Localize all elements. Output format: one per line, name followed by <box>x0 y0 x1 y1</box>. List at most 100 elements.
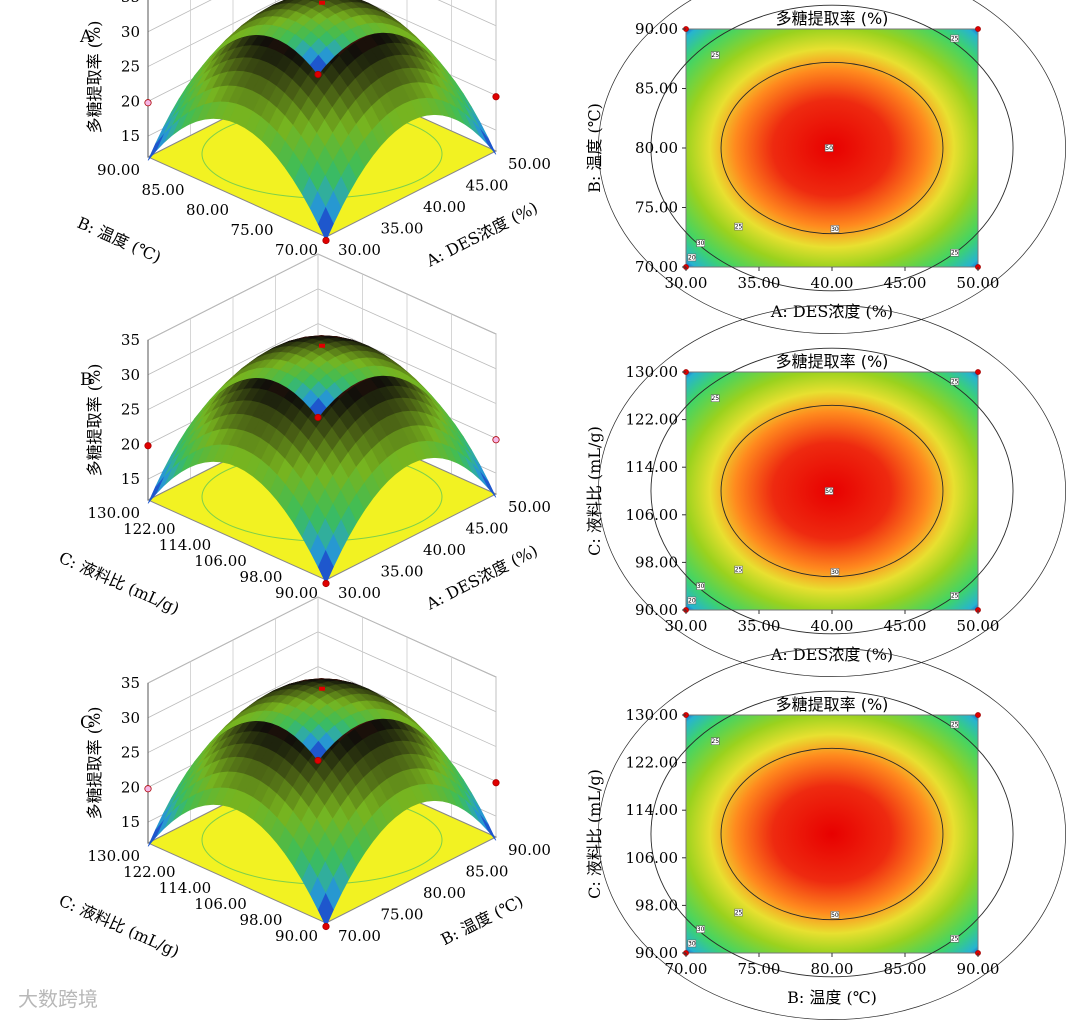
y-tick-label: 98.00 <box>635 553 678 571</box>
design-point <box>492 93 500 101</box>
contour-line-25 <box>650 690 1014 978</box>
contour-label-box <box>950 34 959 43</box>
z-tick-label: 20 <box>121 92 140 110</box>
contour-label: 30 <box>697 240 705 247</box>
panel-label: C <box>80 713 93 733</box>
x-tick-label: 75.00 <box>738 960 781 978</box>
z-tick-label: 30 <box>121 23 140 41</box>
x-tick-label: 30.00 <box>665 617 708 635</box>
z-tick-label: 15 <box>121 813 140 831</box>
x-tick-label: 35.00 <box>738 274 781 292</box>
z-axis-title: 多糖提取率 (%) <box>85 707 104 820</box>
x-tick-label: 50.00 <box>508 498 551 516</box>
contour-label-box <box>710 51 720 59</box>
x-tick-label: 85.00 <box>884 960 927 978</box>
y-tick-label: 114.00 <box>159 879 212 897</box>
y-tick-label: 106.00 <box>194 895 247 913</box>
y-axis-title: C: 液料比 (mL/g) <box>585 769 604 899</box>
design-point <box>492 436 500 444</box>
x-tick-label: 30.00 <box>665 274 708 292</box>
y-tick-label: 130.00 <box>88 847 141 865</box>
contour-label-box <box>696 925 705 933</box>
y-tick-label: 85.00 <box>142 181 185 199</box>
contour-label: 25 <box>951 250 959 257</box>
z-axis-title: 多糖提取率 (%) <box>85 21 104 134</box>
y-tick-label: 98.00 <box>239 568 282 586</box>
y-tick-label: 90.00 <box>635 601 678 619</box>
contour-title: 多糖提取率 (%) <box>776 695 889 714</box>
contour-label-box <box>734 908 743 917</box>
contour-label: 50 <box>825 488 833 495</box>
design-point <box>314 413 322 422</box>
x-tick-label: 40.00 <box>423 541 466 559</box>
y-tick-label: 122.00 <box>626 411 679 429</box>
y-tick-label: 90.00 <box>275 584 318 602</box>
contour-label: 30 <box>831 569 839 576</box>
z-axis-title: 多糖提取率 (%) <box>85 364 104 477</box>
contour-label-box <box>696 582 705 590</box>
y-axis-title: C: 液料比 (mL/g) <box>585 426 604 556</box>
contour-label-box <box>830 225 840 233</box>
design-point <box>144 442 152 450</box>
contour-line-25 <box>650 4 1014 292</box>
contour-label: 30 <box>697 926 705 933</box>
x-tick-label: 50.00 <box>508 155 551 173</box>
x-tick-label: 40.00 <box>423 198 466 216</box>
z-tick-label: 30 <box>121 366 140 384</box>
contour-line-20 <box>598 0 1066 334</box>
y-tick-label: 90.00 <box>97 161 140 179</box>
y-tick-label: 85.00 <box>635 80 678 98</box>
y-tick-label: 90.00 <box>635 20 678 38</box>
y-tick-label: 106.00 <box>194 552 247 570</box>
x-tick-label: 45.00 <box>884 617 927 635</box>
y-axis-title: B: 温度 (℃) <box>585 103 604 193</box>
y-tick-label: 122.00 <box>123 863 176 881</box>
y-tick-label: 114.00 <box>159 536 212 554</box>
x-tick-label: 50.00 <box>957 274 1000 292</box>
contour-label-box <box>950 591 959 600</box>
x-tick-label: 45.00 <box>466 520 509 538</box>
y-tick-label: 130.00 <box>88 504 141 522</box>
contour-label-box <box>696 239 705 247</box>
contour-label-box <box>687 939 697 948</box>
z-tick-label: 30 <box>121 709 140 727</box>
x-tick-label: 40.00 <box>811 274 854 292</box>
contour-label: 25 <box>735 567 743 574</box>
y-axis-title: C: 液料比 (mL/g) <box>56 891 182 961</box>
contour-label: 30 <box>688 940 696 947</box>
design-point <box>144 785 152 793</box>
design-point <box>322 579 330 588</box>
x-axis-title: A: DES浓度 (%) <box>770 645 893 664</box>
x-tick-label: 85.00 <box>466 863 509 881</box>
x-tick-label: 35.00 <box>381 220 424 238</box>
x-tick-label: 75.00 <box>381 906 424 924</box>
y-tick-label: 114.00 <box>626 458 679 476</box>
contour-label: 30 <box>697 583 705 590</box>
contour-label: 25 <box>951 36 959 43</box>
contour-label: 25 <box>711 395 719 402</box>
x-tick-label: 30.00 <box>338 241 381 259</box>
y-tick-label: 98.00 <box>635 896 678 914</box>
y-axis-title: C: 液料比 (mL/g) <box>56 548 182 618</box>
contour-label: 50 <box>831 912 839 919</box>
contour-label: 25 <box>711 738 719 745</box>
design-point <box>314 70 322 79</box>
x-tick-label: 45.00 <box>466 177 509 195</box>
design-point <box>144 99 152 107</box>
design-point <box>975 26 981 32</box>
contour-label-box <box>824 144 834 152</box>
design-point <box>492 779 500 787</box>
y-tick-label: 122.00 <box>626 754 679 772</box>
contour-panel-5: 多糖提取率 (%) 25 25 30 25 25 30 50 70.00 75.00 80.00 85… <box>585 648 1066 1020</box>
contour-label-box <box>734 222 743 231</box>
contour-label-box <box>687 253 697 262</box>
contour-label: 25 <box>735 224 743 231</box>
z-gridline <box>147 0 497 33</box>
y-tick-label: 130.00 <box>626 706 679 724</box>
design-point <box>314 756 322 765</box>
x-tick-label: 70.00 <box>338 927 381 945</box>
x-tick-label: 35.00 <box>381 563 424 581</box>
y-tick-label: 80.00 <box>186 201 229 219</box>
